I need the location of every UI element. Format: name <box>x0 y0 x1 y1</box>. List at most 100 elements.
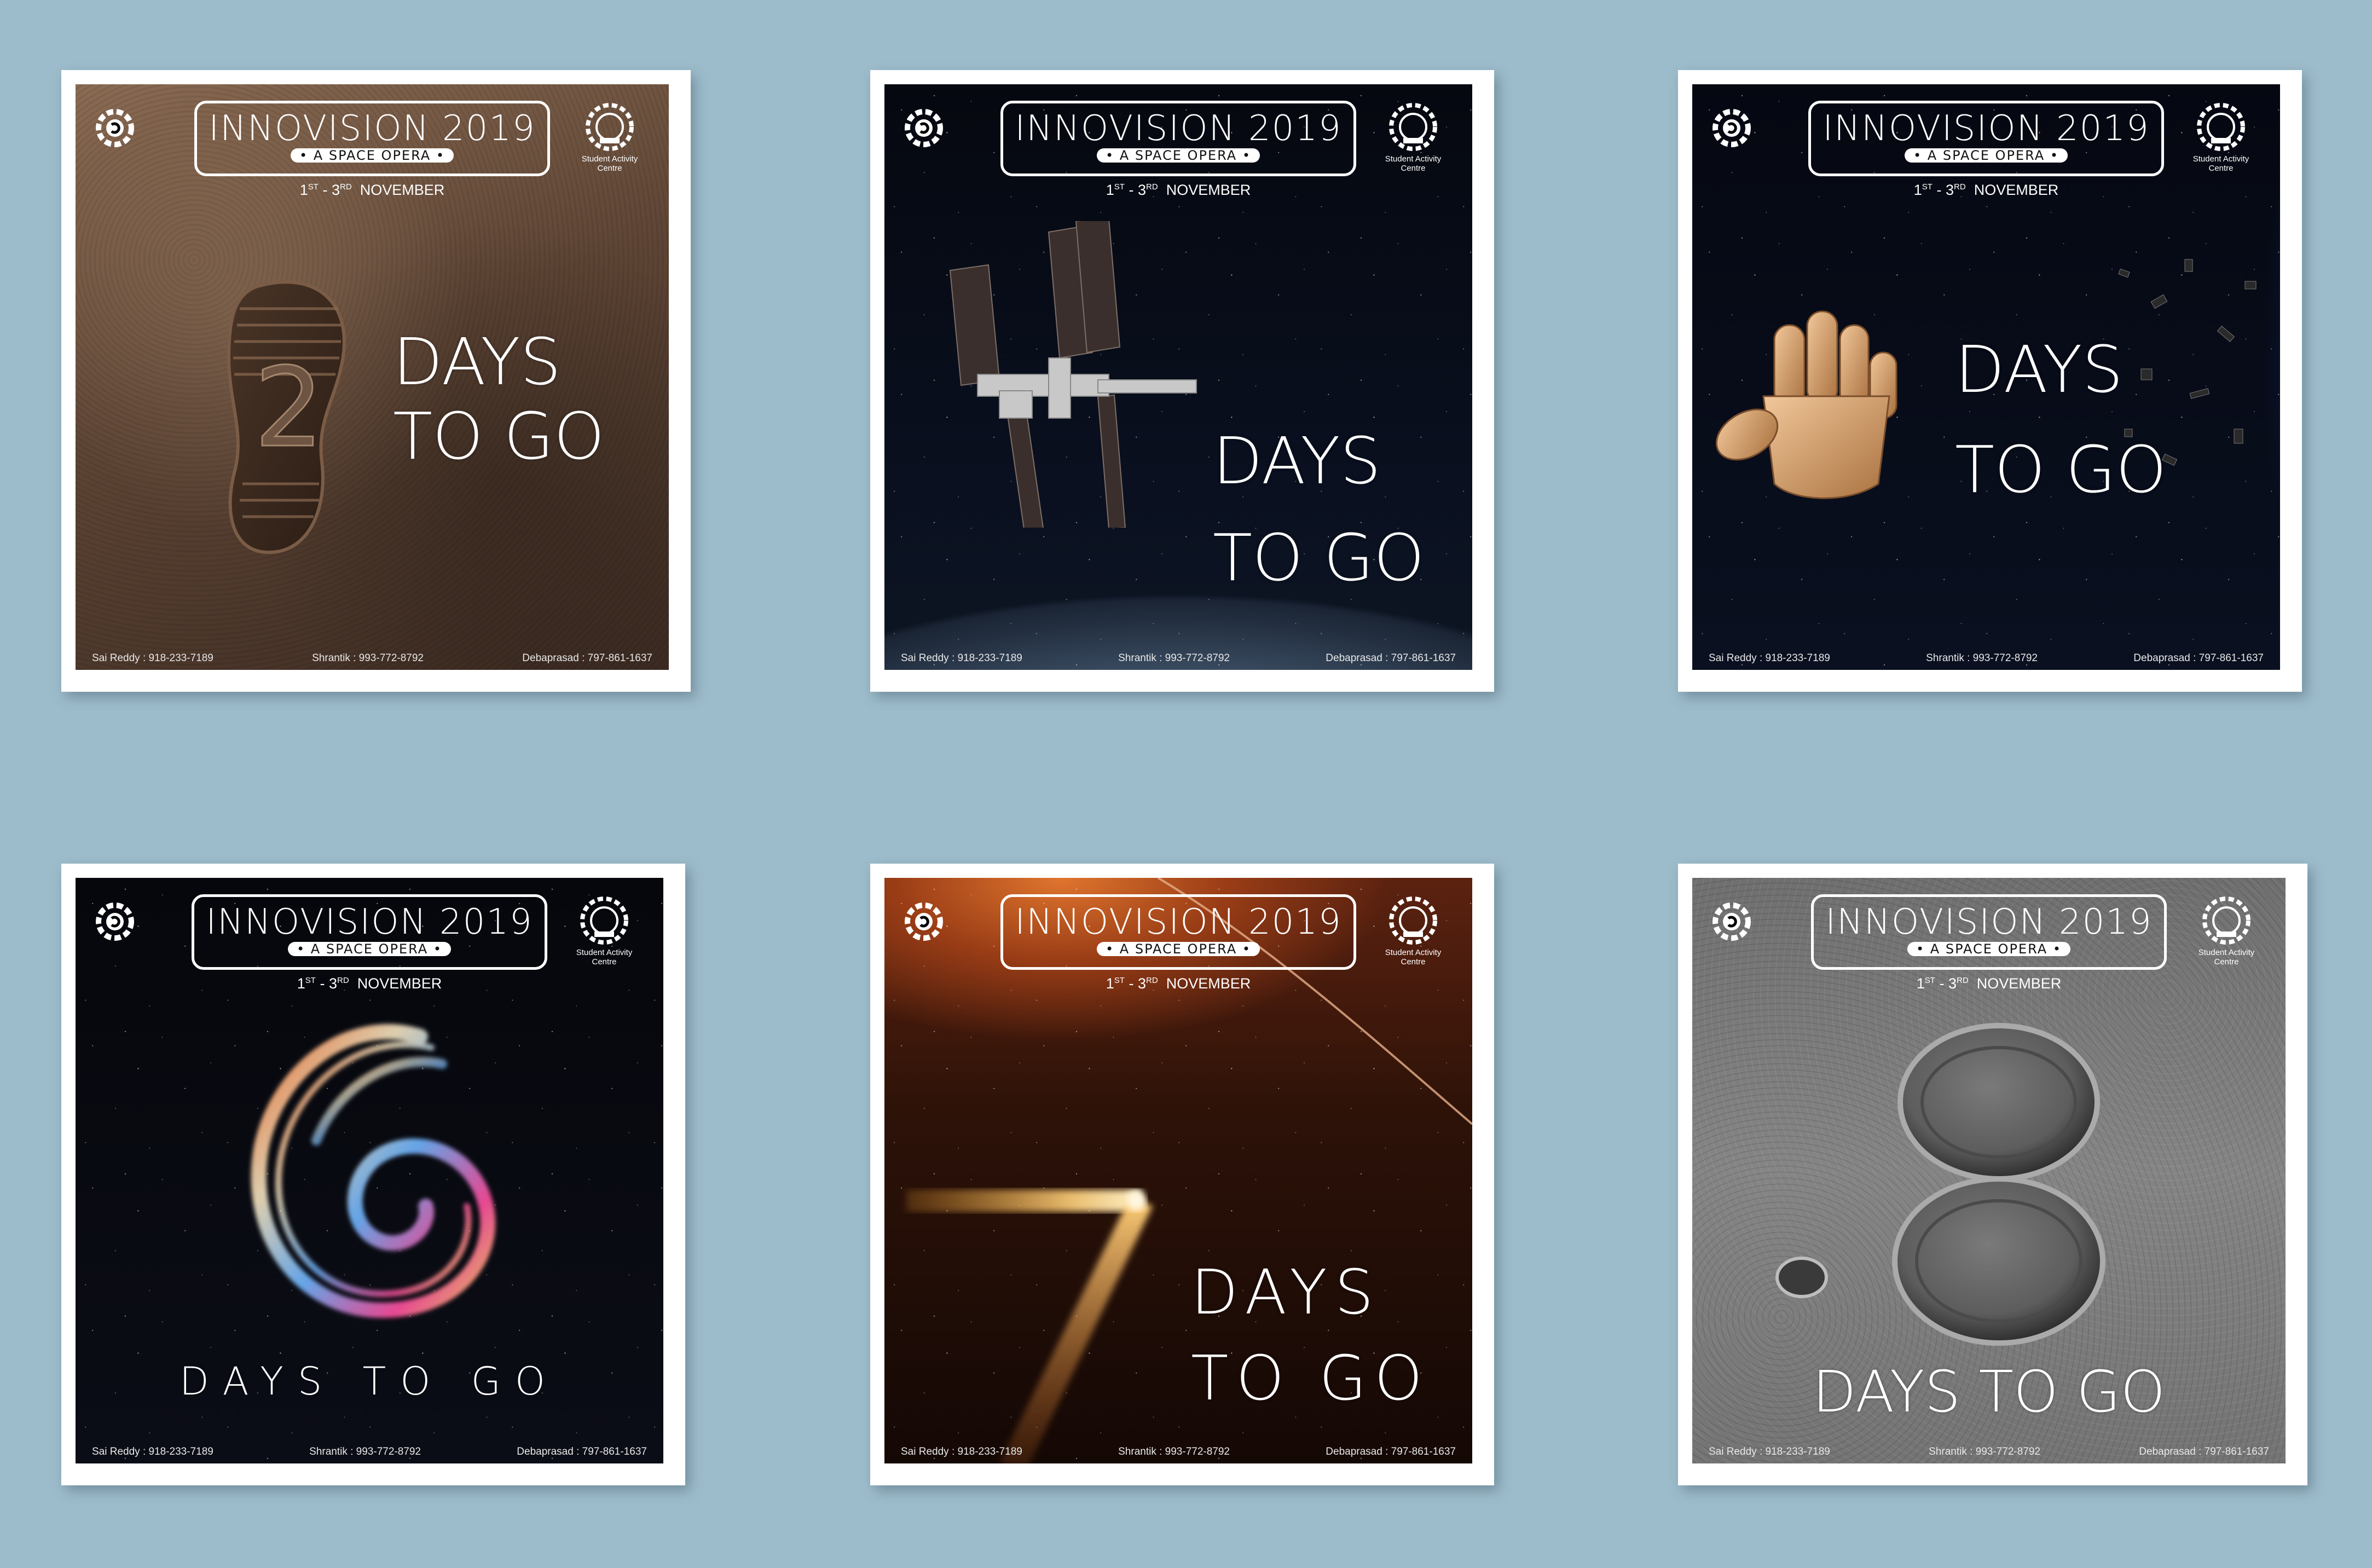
event-dates: 1ST - 3RD NOVEMBER <box>1913 182 2059 198</box>
sac-logo: Student Activity Centre <box>1369 893 1457 967</box>
contacts-footer: Sai Reddy : 918-233-7189 Shrantik : 993-… <box>92 1446 647 1458</box>
poster-card[interactable]: 2 INNOVISION 2019 • A SPACE OPERA • 1ST … <box>61 70 691 692</box>
poster-card[interactable]: INNOVISION 2019 • A SPACE OPERA • 1ST - … <box>61 864 685 1485</box>
days-to-go-text: DAYS TO GO <box>1692 1359 2286 1425</box>
poster: INNOVISION 2019 • A SPACE OPERA • 1ST - … <box>884 84 1472 670</box>
event-subtitle: • A SPACE OPERA • <box>291 148 454 163</box>
sac-label: Student Activity <box>2198 948 2255 957</box>
contact-3: Debaprasad : 797-861-1637 <box>517 1446 647 1457</box>
poster-card[interactable]: INNOVISION 2019 • A SPACE OPERA • 1ST - … <box>870 864 1494 1485</box>
contact-3: Debaprasad : 797-861-1637 <box>2139 1446 2269 1457</box>
event-title-box: INNOVISION 2019 • A SPACE OPERA • <box>1811 894 2167 970</box>
event-title-box: INNOVISION 2019 • A SPACE OPERA • <box>1000 101 1356 176</box>
days-to-go-text: DAYS TO GO <box>393 325 605 473</box>
event-title: INNOVISION 2019 <box>1015 902 1342 942</box>
sac-label: Student Activity <box>576 948 633 957</box>
sac-logo: Student Activity Centre <box>566 100 653 173</box>
event-title: INNOVISION 2019 <box>1823 108 2150 149</box>
sac-emblem-icon <box>580 896 628 945</box>
sac-logo: Student Activity Centre <box>1369 100 1457 173</box>
sac-label: Student Activity <box>1385 154 1442 164</box>
contact-3: Debaprasad : 797-861-1637 <box>1326 1446 1456 1457</box>
sac-label: Centre <box>1401 957 1426 967</box>
poster-header: INNOVISION 2019 • A SPACE OPERA • 1ST - … <box>1692 84 2280 210</box>
poster-header: INNOVISION 2019 • A SPACE OPERA • 1ST - … <box>76 84 669 210</box>
days-label: DAYS <box>1191 1257 1381 1328</box>
event-dates: 1ST - 3RD NOVEMBER <box>1106 975 1251 992</box>
crater-eight-art <box>1892 1023 2105 1346</box>
contacts-footer: Sai Reddy : 918-233-7189 Shrantik : 993-… <box>1709 652 2264 664</box>
poster-background <box>76 84 669 670</box>
event-dates: 1ST - 3RD NOVEMBER <box>1106 182 1251 198</box>
contact-1: Sai Reddy : 918-233-7189 <box>1709 652 1830 664</box>
poster: INNOVISION 2019 • A SPACE OPERA • 1ST - … <box>884 878 1472 1463</box>
contact-1: Sai Reddy : 918-233-7189 <box>92 1446 213 1457</box>
contacts-footer: Sai Reddy : 918-233-7189 Shrantik : 993-… <box>901 652 1456 664</box>
sac-label: Centre <box>2214 957 2239 967</box>
event-subtitle: • A SPACE OPERA • <box>1097 942 1260 956</box>
to-go-label: TO GO <box>1955 431 2167 507</box>
event-title: INNOVISION 2019 <box>206 902 533 942</box>
sac-label: Student Activity <box>2192 154 2249 164</box>
club-gear-logo-icon <box>96 902 134 941</box>
poster: INNOVISION 2019 • A SPACE OPERA • 1ST - … <box>1692 84 2280 670</box>
poster-header: INNOVISION 2019 • A SPACE OPERA • 1ST - … <box>1692 878 2286 1004</box>
poster-card[interactable]: INNOVISION 2019 • A SPACE OPERA • 1ST - … <box>870 70 1494 692</box>
nebula-six-art <box>251 1024 496 1318</box>
event-dates: 1ST - 3RD NOVEMBER <box>299 182 445 198</box>
contacts-footer: Sai Reddy : 918-233-7189 Shrantik : 993-… <box>901 1446 1456 1458</box>
days-label: DAYS <box>1213 423 1381 499</box>
days-to-go-text: DAYS TO GO <box>1955 320 2167 520</box>
event-dates: 1ST - 3RD NOVEMBER <box>297 975 442 992</box>
contact-2: Shrantik : 993-772-8792 <box>1926 652 2038 664</box>
to-go-label: TO GO <box>1213 520 1425 595</box>
days-to-go-text: DAYS TO GO <box>76 1359 663 1404</box>
contact-2: Shrantik : 993-772-8792 <box>1118 652 1230 664</box>
sac-logo: Student Activity Centre <box>2183 893 2270 967</box>
contact-1: Sai Reddy : 918-233-7189 <box>901 1446 1022 1457</box>
countdown-number: 2 <box>254 344 323 472</box>
event-subtitle: • A SPACE OPERA • <box>288 942 451 956</box>
contact-3: Debaprasad : 797-861-1637 <box>522 652 652 664</box>
contact-2: Shrantik : 993-772-8792 <box>1118 1446 1230 1457</box>
poster: 2 INNOVISION 2019 • A SPACE OPERA • 1ST … <box>76 84 669 670</box>
event-subtitle: • A SPACE OPERA • <box>1907 942 2070 956</box>
poster-card[interactable]: INNOVISION 2019 • A SPACE OPERA • 1ST - … <box>1678 864 2307 1485</box>
sac-emblem-icon <box>1389 103 1437 151</box>
poster-header: INNOVISION 2019 • A SPACE OPERA • 1ST - … <box>884 878 1472 1004</box>
days-label: DAYS <box>393 324 562 400</box>
to-go-label: TO GO <box>1191 1343 1431 1414</box>
sac-label: Centre <box>2208 164 2234 173</box>
club-gear-logo-icon <box>1713 109 1751 147</box>
club-gear-logo-icon <box>905 109 943 147</box>
sac-label: Student Activity <box>1385 948 1442 957</box>
club-gear-logo-icon <box>96 109 134 147</box>
poster-header: INNOVISION 2019 • A SPACE OPERA • 1ST - … <box>76 878 663 1004</box>
contacts-footer: Sai Reddy : 918-233-7189 Shrantik : 993-… <box>1709 1446 2269 1458</box>
event-title-box: INNOVISION 2019 • A SPACE OPERA • <box>192 894 547 970</box>
days-label: DAYS <box>1955 332 2124 407</box>
contact-1: Sai Reddy : 918-233-7189 <box>92 652 213 664</box>
contact-1: Sai Reddy : 918-233-7189 <box>1709 1446 1830 1457</box>
sac-logo: Student Activity Centre <box>2177 100 2265 173</box>
poster-card[interactable]: INNOVISION 2019 • A SPACE OPERA • 1ST - … <box>1678 70 2302 692</box>
sac-logo: Student Activity Centre <box>560 893 648 967</box>
space-station-art <box>949 221 1197 528</box>
days-to-go-text: DAYS TO GO <box>1213 413 1425 606</box>
event-title: INNOVISION 2019 <box>209 108 536 149</box>
event-title: INNOVISION 2019 <box>1825 902 2153 942</box>
sac-emblem-icon <box>2197 103 2245 151</box>
poster: INNOVISION 2019 • A SPACE OPERA • 1ST - … <box>76 878 663 1463</box>
event-subtitle: • A SPACE OPERA • <box>1097 148 1260 163</box>
starfield <box>884 878 1472 1463</box>
days-to-go-label: DAYS TO GO <box>179 1359 559 1404</box>
poster: INNOVISION 2019 • A SPACE OPERA • 1ST - … <box>1692 878 2286 1463</box>
club-gear-logo-icon <box>905 902 943 941</box>
days-to-go-text: DAYS TO GO <box>1191 1250 1430 1422</box>
contacts-footer: Sai Reddy : 918-233-7189 Shrantik : 993-… <box>92 652 652 664</box>
event-title-box: INNOVISION 2019 • A SPACE OPERA • <box>1000 894 1356 970</box>
contact-3: Debaprasad : 797-861-1637 <box>2133 652 2264 664</box>
sac-emblem-icon <box>1389 896 1437 945</box>
event-dates: 1ST - 3RD NOVEMBER <box>1916 975 2062 992</box>
